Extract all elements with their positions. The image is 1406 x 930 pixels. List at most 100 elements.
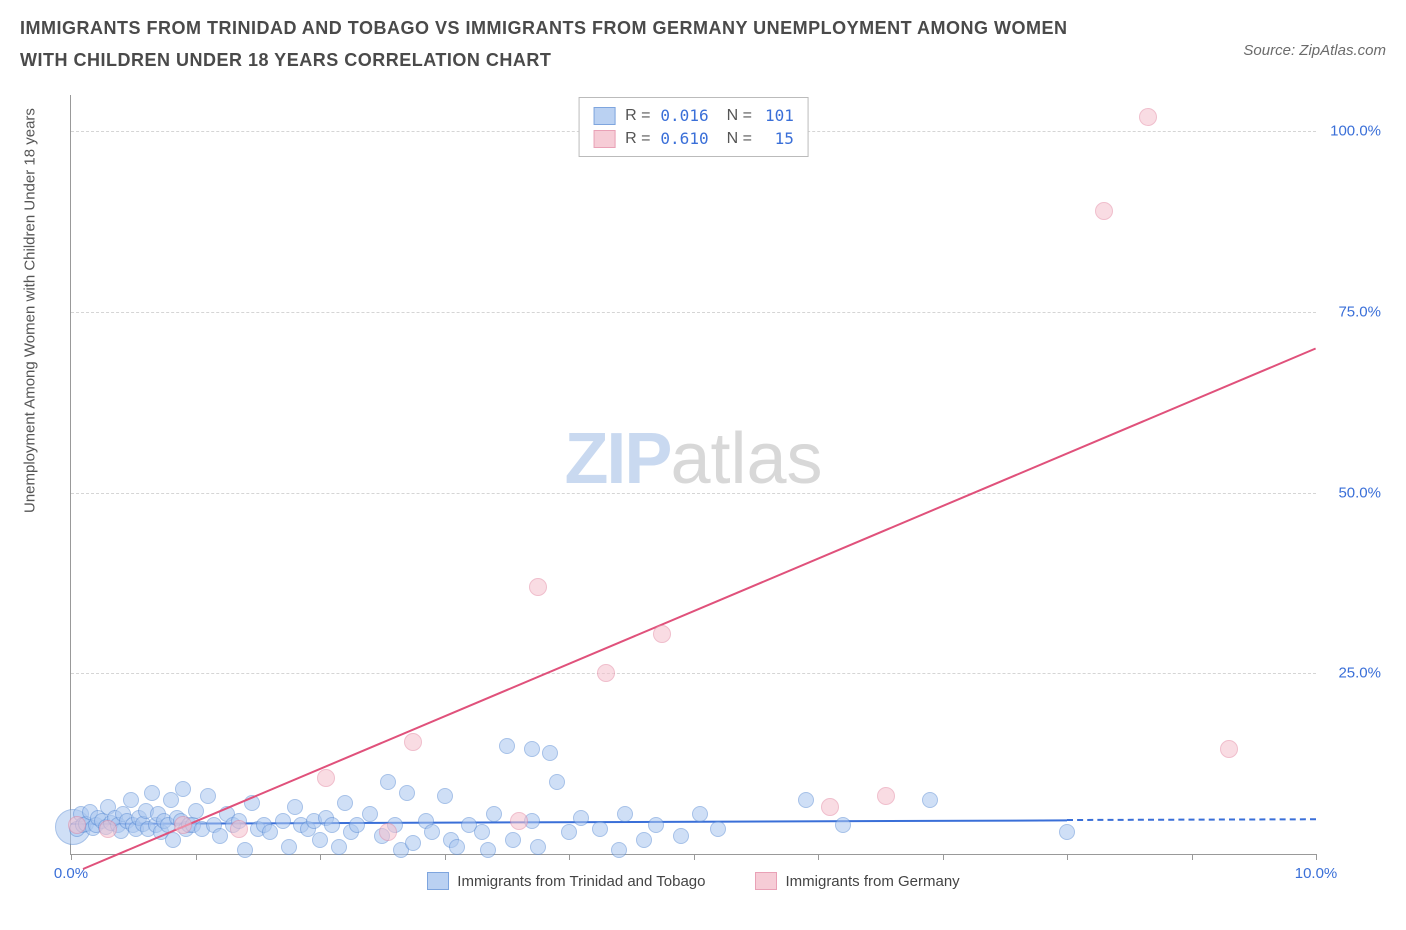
data-point bbox=[1220, 740, 1238, 758]
x-tick-mark bbox=[445, 854, 446, 860]
data-point bbox=[379, 823, 397, 841]
data-point bbox=[281, 839, 297, 855]
watermark: ZIPatlas bbox=[564, 418, 822, 500]
data-point bbox=[424, 824, 440, 840]
legend-series-label: Immigrants from Germany bbox=[785, 873, 959, 890]
data-point bbox=[486, 806, 502, 822]
data-point bbox=[636, 832, 652, 848]
data-point bbox=[68, 816, 86, 834]
y-tick-label: 75.0% bbox=[1321, 303, 1381, 320]
x-tick-mark bbox=[1316, 854, 1317, 860]
data-point bbox=[710, 821, 726, 837]
data-point bbox=[123, 792, 139, 808]
data-point bbox=[653, 625, 671, 643]
x-tick-label: 10.0% bbox=[1295, 865, 1338, 882]
x-tick-mark bbox=[694, 854, 695, 860]
data-point bbox=[405, 835, 421, 851]
data-point bbox=[99, 820, 117, 838]
legend-series: Immigrants from Trinidad and Tobago Immig… bbox=[71, 872, 1316, 890]
data-point bbox=[592, 821, 608, 837]
legend-swatch bbox=[593, 107, 615, 125]
x-tick-mark bbox=[1067, 854, 1068, 860]
data-point bbox=[673, 828, 689, 844]
data-point bbox=[362, 806, 378, 822]
data-point bbox=[287, 799, 303, 815]
legend-series-label: Immigrants from Trinidad and Tobago bbox=[457, 873, 705, 890]
legend-swatch bbox=[427, 872, 449, 890]
data-point bbox=[399, 785, 415, 801]
x-tick-mark bbox=[1192, 854, 1193, 860]
chart-title: IMMIGRANTS FROM TRINIDAD AND TOBAGO VS I… bbox=[20, 12, 1120, 77]
data-point bbox=[597, 664, 615, 682]
x-tick-mark bbox=[71, 854, 72, 860]
data-point bbox=[692, 806, 708, 822]
data-point bbox=[524, 741, 540, 757]
gridline-horizontal bbox=[71, 493, 1316, 494]
legend-r-value: 0.016 bbox=[660, 106, 708, 125]
data-point bbox=[617, 806, 633, 822]
legend-swatch bbox=[755, 872, 777, 890]
data-point bbox=[529, 578, 547, 596]
data-point bbox=[530, 839, 546, 855]
data-point bbox=[324, 817, 340, 833]
data-point bbox=[312, 832, 328, 848]
legend-stats-box: R = 0.016 N = 101 R = 0.610 N = 15 bbox=[578, 97, 809, 157]
data-point bbox=[877, 787, 895, 805]
source-attribution: Source: ZipAtlas.com bbox=[1243, 12, 1386, 59]
y-tick-label: 50.0% bbox=[1321, 484, 1381, 501]
trend-line bbox=[1067, 819, 1316, 822]
y-tick-label: 25.0% bbox=[1321, 665, 1381, 682]
x-tick-mark bbox=[569, 854, 570, 860]
data-point bbox=[611, 842, 627, 858]
legend-n-label: N = bbox=[727, 107, 752, 125]
legend-series-item: Immigrants from Trinidad and Tobago bbox=[427, 872, 705, 890]
data-point bbox=[561, 824, 577, 840]
data-point bbox=[449, 839, 465, 855]
data-point bbox=[331, 839, 347, 855]
x-tick-mark bbox=[943, 854, 944, 860]
data-point bbox=[404, 733, 422, 751]
data-point bbox=[1095, 202, 1113, 220]
y-tick-label: 100.0% bbox=[1321, 123, 1381, 140]
legend-stat-row: R = 0.610 N = 15 bbox=[593, 127, 794, 150]
data-point bbox=[510, 812, 528, 830]
legend-swatch bbox=[593, 130, 615, 148]
data-point bbox=[549, 774, 565, 790]
data-point bbox=[275, 813, 291, 829]
data-point bbox=[230, 820, 248, 838]
data-point bbox=[175, 781, 191, 797]
data-point bbox=[317, 769, 335, 787]
legend-r-label: R = bbox=[625, 130, 650, 148]
data-point bbox=[474, 824, 490, 840]
data-point bbox=[1059, 824, 1075, 840]
legend-stat-row: R = 0.016 N = 101 bbox=[593, 104, 794, 127]
data-point bbox=[821, 798, 839, 816]
legend-n-label: N = bbox=[727, 130, 752, 148]
data-point bbox=[1139, 108, 1157, 126]
data-point bbox=[174, 816, 192, 834]
data-point bbox=[542, 745, 558, 761]
chart-container: Unemployment Among Women with Children U… bbox=[20, 95, 1386, 910]
x-tick-mark bbox=[320, 854, 321, 860]
legend-n-value: 101 bbox=[762, 106, 794, 125]
data-point bbox=[835, 817, 851, 833]
data-point bbox=[237, 842, 253, 858]
gridline-horizontal bbox=[71, 312, 1316, 313]
legend-r-label: R = bbox=[625, 107, 650, 125]
x-tick-mark bbox=[818, 854, 819, 860]
data-point bbox=[200, 788, 216, 804]
data-point bbox=[480, 842, 496, 858]
data-point bbox=[922, 792, 938, 808]
data-point bbox=[648, 817, 664, 833]
plot-area: ZIPatlas R =0.016N =101R =0.610N = 15 Im… bbox=[70, 95, 1316, 855]
legend-r-value: 0.610 bbox=[660, 129, 708, 148]
data-point bbox=[188, 803, 204, 819]
data-point bbox=[337, 795, 353, 811]
gridline-horizontal bbox=[71, 673, 1316, 674]
data-point bbox=[380, 774, 396, 790]
data-point bbox=[505, 832, 521, 848]
data-point bbox=[573, 810, 589, 826]
data-point bbox=[144, 785, 160, 801]
legend-n-value: 15 bbox=[762, 129, 794, 148]
legend-series-item: Immigrants from Germany bbox=[755, 872, 959, 890]
